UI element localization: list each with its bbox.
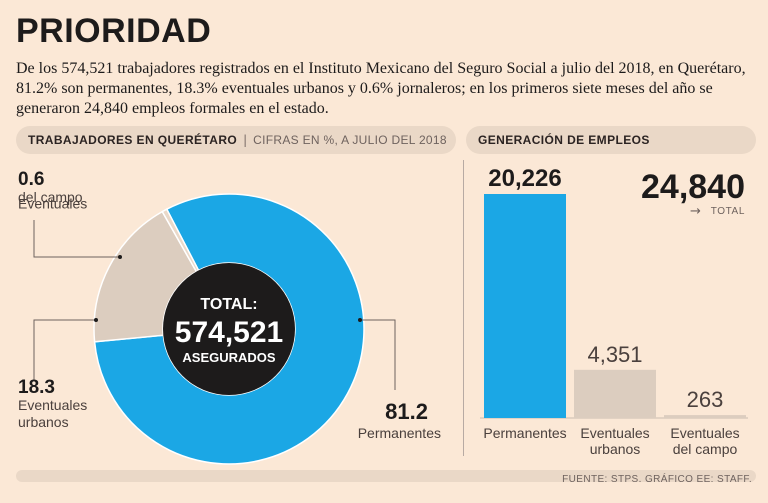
donut-label-urb-1: Eventuales [18,397,87,413]
page-title: PRIORIDAD [16,12,212,50]
bar-value-urb: 4,351 [587,342,642,367]
bar-value-perm: 20,226 [488,165,561,192]
donut-label-camp-1: Eventuales [18,195,87,211]
bar-label-perm-1: Permanentes [483,425,566,441]
donut-center-disc [163,263,295,395]
bar-label-camp-2: del campo [673,441,738,457]
left-section-separator: | [243,133,248,147]
source-note: FUENTE: STPS. GRÁFICO EE: STAFF. [562,474,752,485]
bar-camp [664,415,746,418]
total-arrow-icon: → [690,204,701,219]
right-section-title: GENERACIÓN DE EMPLEOS [478,133,650,147]
leader-line-camp [33,220,120,258]
donut-label-perm-1: Permanentes [358,425,441,441]
right-section-header: GENERACIÓN DE EMPLEOS [466,126,756,154]
total-value: 24,840 [641,168,745,206]
donut-center-total: 574,521 [175,316,283,349]
donut-label-camp-2: del campo [18,189,83,205]
leader-line-perm [360,319,396,390]
left-section-title: TRABAJADORES EN QUERÉTARO [28,133,238,147]
donut-value-urb: 18.3 [18,377,55,398]
donut-label-urb-2: urbanos [18,414,69,430]
donut-value-camp: 0.6 [18,169,44,190]
donut-center-line1: TOTAL: [200,296,257,313]
intro-text: De los 574,521 trabajadores registrados … [16,60,746,117]
donut-value-perm: 81.2 [385,399,428,424]
bar-perm [484,194,566,418]
total-label: TOTAL [711,206,745,217]
bar-urb [574,369,656,418]
bar-label-urb-2: urbanos [590,441,641,457]
leader-line-urb [33,319,96,380]
bar-label-camp-1: Eventuales [670,425,739,441]
leader-dot-perm [358,318,362,322]
left-section-subtitle: CIFRAS EN %, A JULIO DEL 2018 [253,133,447,147]
leader-dot-camp [118,255,122,259]
bar-value-camp: 263 [687,387,724,412]
donut-center-line3: ASEGURADOS [182,350,276,365]
section-divider [463,160,464,456]
donut-chart: TOTAL: 574,521 ASEGURADOS 0.6 Eventuales… [18,169,441,465]
bar-chart: 20,226 4,351 263 Permanentes Eventuales … [480,165,748,457]
bar-label-urb-1: Eventuales [580,425,649,441]
footer-bar [16,470,756,482]
leader-dot-urb [94,318,98,322]
left-section-header: TRABAJADORES EN QUERÉTARO | CIFRAS EN %,… [16,126,456,154]
